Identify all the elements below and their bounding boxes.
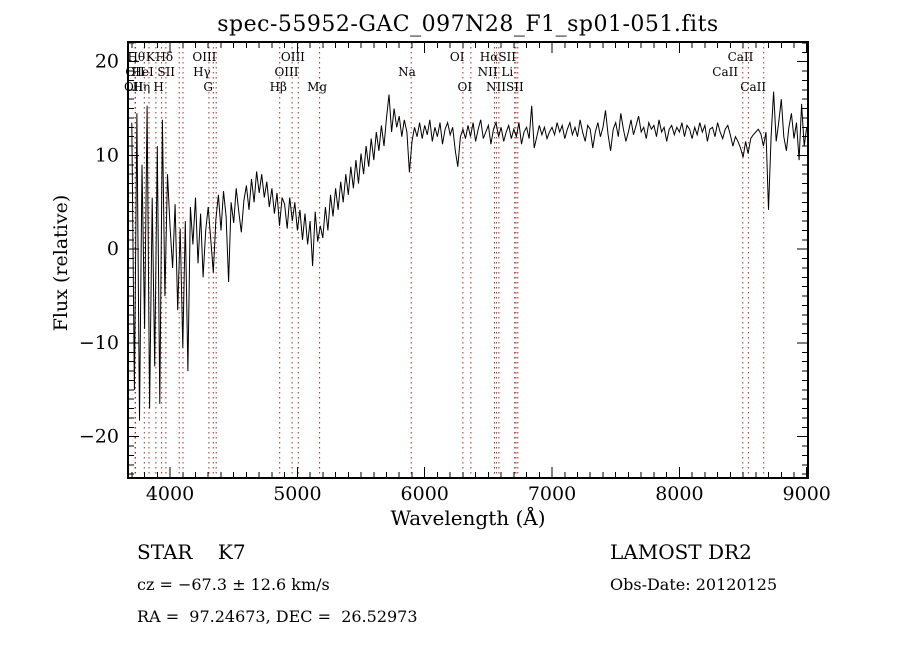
line-label: OIII	[274, 65, 298, 79]
x-tick-label: 8000	[655, 483, 703, 505]
x-tick-label: 9000	[783, 483, 831, 505]
line-label: OI	[450, 50, 465, 64]
line-label: CaII	[740, 80, 766, 94]
line-label: K	[146, 50, 156, 64]
y-tick-label: −10	[79, 332, 119, 354]
survey-name-label: LAMOST DR2	[610, 540, 752, 564]
x-tick-label: 5000	[273, 483, 321, 505]
object-class-label: STAR K7	[137, 540, 246, 564]
y-axis-title: Flux (relative)	[50, 194, 72, 332]
line-label: Na	[398, 65, 416, 79]
line-label: HαSII	[480, 50, 517, 64]
plot-box	[127, 41, 809, 479]
line-label: G	[203, 80, 213, 94]
spectrum-trace	[131, 91, 808, 421]
y-tick-label: 0	[107, 238, 119, 260]
ra-dec-label: RA = 97.24673, DEC = 26.52973	[137, 607, 418, 626]
line-label: NIISII	[486, 80, 524, 94]
x-tick-label: 7000	[528, 483, 576, 505]
y-tick-label: −20	[79, 426, 119, 448]
line-label: OI	[458, 80, 473, 94]
line-label: NII Li	[478, 65, 514, 79]
line-label: H	[153, 80, 163, 94]
line-label: Hθ	[127, 50, 145, 64]
line-label: HeI	[131, 65, 154, 79]
line-label: Hη	[133, 80, 151, 94]
line-label: OIII	[192, 50, 216, 64]
line-label: SII	[157, 65, 175, 79]
x-axis-title: Wavelength (Å)	[390, 506, 546, 530]
x-tick-label: 6000	[401, 483, 449, 505]
x-tick-label: 4000	[146, 483, 194, 505]
radial-velocity-label: cz = −67.3 ± 12.6 km/s	[137, 575, 330, 594]
line-label: CaII	[712, 65, 738, 79]
line-label: Hγ	[193, 65, 211, 79]
obs-date-label: Obs-Date: 20120125	[610, 575, 778, 594]
line-label: CaII	[728, 50, 754, 64]
line-label: OIII	[281, 50, 305, 64]
y-tick-label: 20	[95, 51, 119, 73]
line-label: OII	[125, 65, 145, 79]
line-label: Hβ	[270, 80, 287, 94]
y-tick-label: 10	[95, 144, 119, 166]
line-label: OII	[124, 80, 144, 94]
line-label: Mg	[307, 80, 327, 94]
line-label: Hδ	[155, 50, 173, 64]
plot-title: spec-55952-GAC_097N28_F1_sp01-051.fits	[217, 12, 719, 37]
